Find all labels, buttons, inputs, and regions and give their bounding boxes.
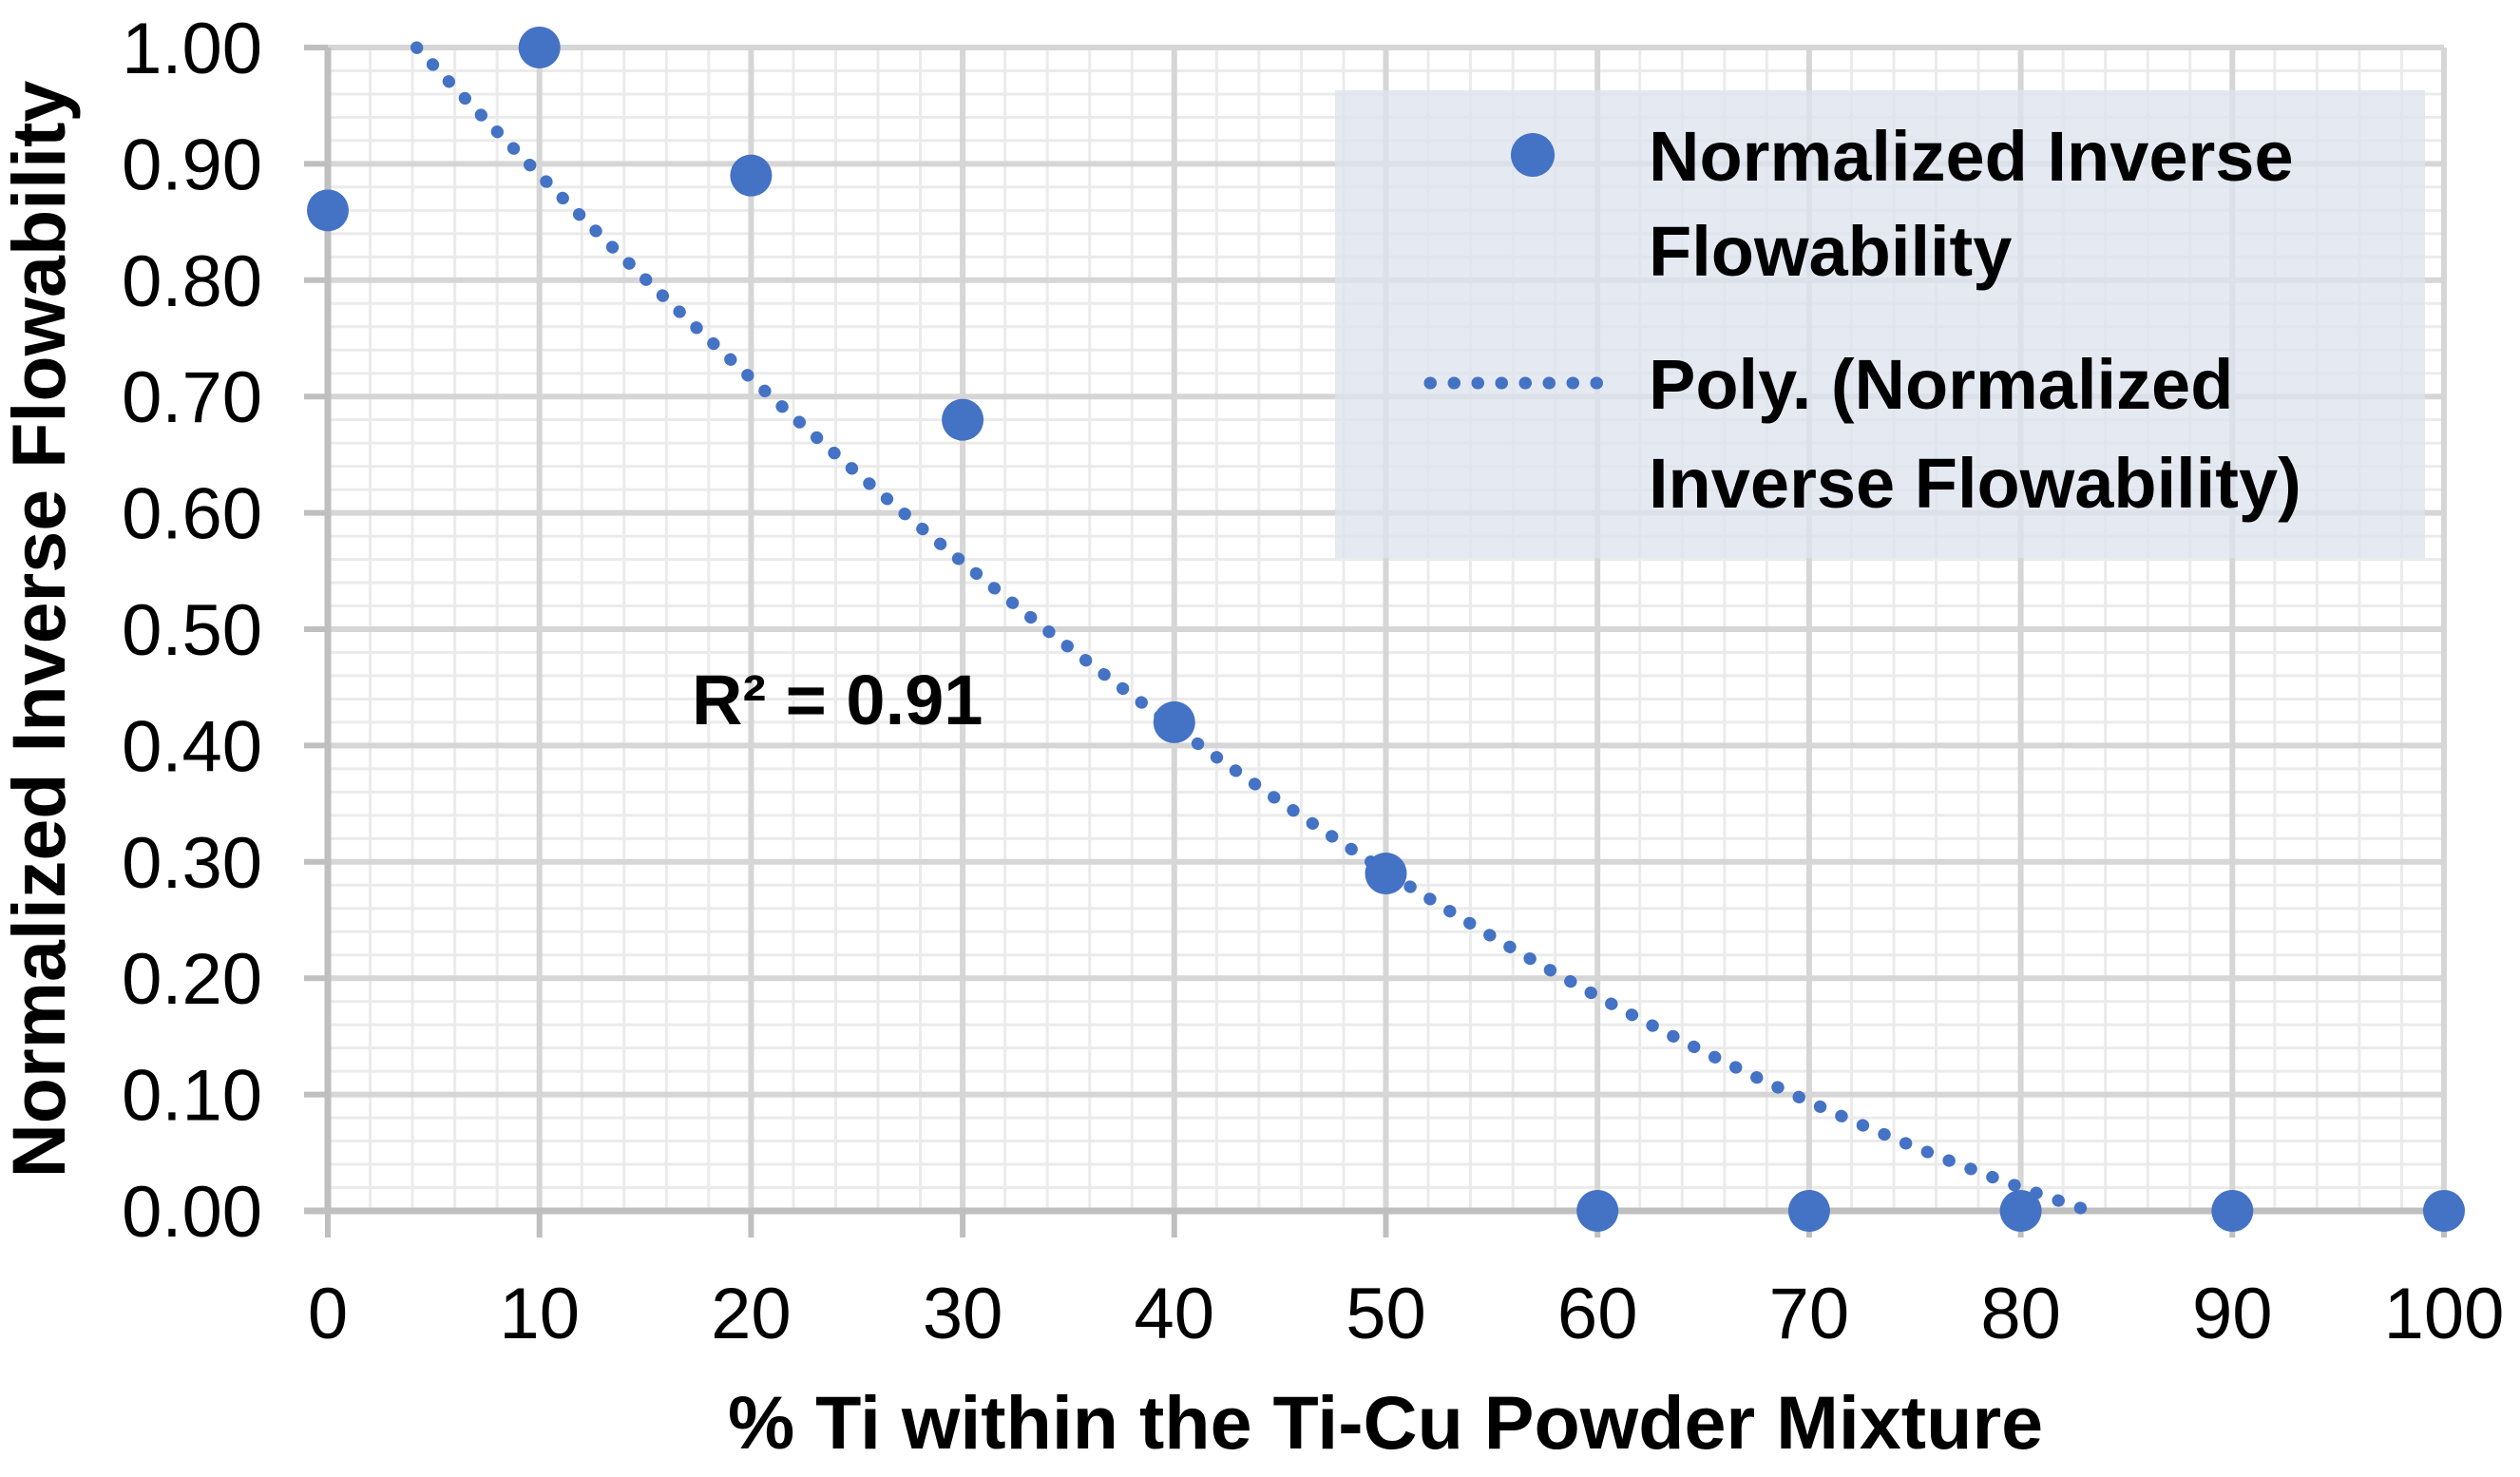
y-tick-label: 0.00 bbox=[122, 1172, 262, 1253]
data-point-marker bbox=[2211, 1190, 2254, 1232]
x-tick-label: 20 bbox=[711, 1274, 792, 1354]
x-tick-label: 70 bbox=[1769, 1274, 1850, 1354]
x-tick-label: 0 bbox=[308, 1274, 348, 1354]
legend-entry-trendline-line1: Poly. (Normalized bbox=[1649, 345, 2233, 424]
legend-entry-trendline-line2: Inverse Flowability) bbox=[1649, 444, 2301, 523]
y-tick-label: 0.80 bbox=[122, 241, 262, 322]
data-point-marker bbox=[1576, 1190, 1619, 1232]
data-point-marker bbox=[307, 189, 349, 232]
x-tick-label: 80 bbox=[1980, 1274, 2061, 1354]
y-tick-label: 1.00 bbox=[122, 9, 262, 89]
y-tick-label: 0.20 bbox=[122, 939, 262, 1020]
r-squared-annotation: R² = 0.91 bbox=[692, 661, 983, 739]
data-point-marker bbox=[1787, 1190, 1830, 1232]
x-tick-label: 100 bbox=[2384, 1274, 2505, 1354]
axis-lines bbox=[304, 48, 2444, 1215]
y-tick-label: 0.10 bbox=[122, 1056, 262, 1137]
y-tick-label: 0.60 bbox=[122, 474, 262, 555]
x-tick-label: 30 bbox=[923, 1274, 1003, 1354]
y-tick-label: 0.30 bbox=[122, 823, 262, 904]
polynomial-trendline bbox=[410, 41, 2096, 1218]
legend: Normalized Inverse Flowability Poly. (No… bbox=[1423, 117, 2301, 523]
data-point-marker bbox=[1153, 700, 1195, 743]
data-point-marker bbox=[2423, 1190, 2465, 1232]
x-tick-labels: 0 10 20 30 40 50 60 70 80 90 100 bbox=[308, 1274, 2505, 1354]
x-tick-label: 10 bbox=[499, 1274, 580, 1354]
data-point-marker bbox=[730, 154, 773, 197]
data-point-marker bbox=[1999, 1190, 2042, 1232]
x-tick-label: 90 bbox=[2192, 1274, 2273, 1354]
y-tick-label: 0.70 bbox=[122, 357, 262, 438]
trendline bbox=[410, 41, 2096, 1218]
y-tick-labels: 0.00 0.10 0.20 0.30 0.40 0.50 0.60 0.70 0.80 0.90… bbox=[122, 9, 262, 1253]
data-point-marker bbox=[942, 398, 984, 441]
x-axis-title: % Ti within the Ti-Cu Powder Mixture bbox=[728, 1380, 2043, 1465]
x-tick-label: 60 bbox=[1557, 1274, 1638, 1354]
legend-scatter-marker-icon bbox=[1511, 133, 1555, 177]
y-axis-title: Normalized Inverse Flowability bbox=[0, 81, 81, 1179]
legend-entry-series-line2: Flowability bbox=[1649, 212, 2012, 291]
y-tick-label: 0.90 bbox=[122, 125, 262, 205]
legend-entry-series-line1: Normalized Inverse bbox=[1649, 117, 2294, 196]
data-points bbox=[307, 27, 2465, 1232]
y-tick-label: 0.40 bbox=[122, 706, 262, 787]
x-tick-label: 50 bbox=[1346, 1274, 1426, 1354]
x-tick-label: 40 bbox=[1135, 1274, 1215, 1354]
data-point-marker bbox=[518, 27, 561, 68]
data-point-marker bbox=[1365, 853, 1407, 895]
y-tick-label: 0.50 bbox=[122, 590, 262, 671]
